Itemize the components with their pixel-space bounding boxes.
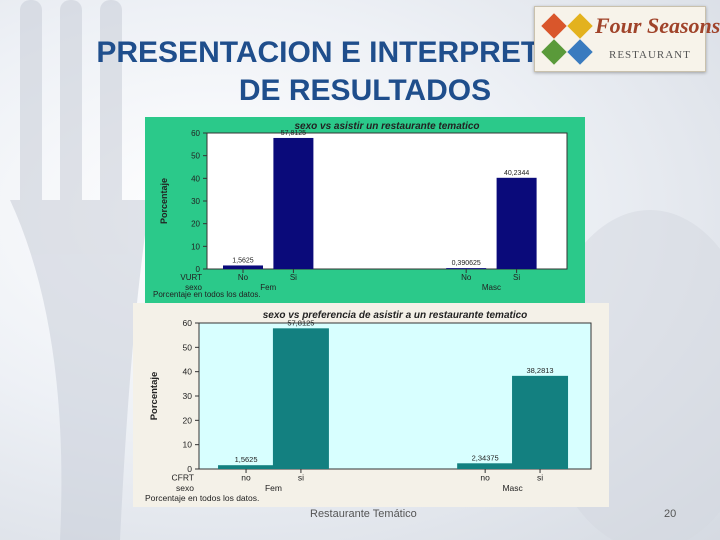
chart-footnote: Porcentaje en todos los datos. <box>145 493 259 503</box>
y-tick-label: 50 <box>183 342 193 352</box>
y-axis-label: Porcentaje <box>149 372 160 421</box>
x-row-label-sexo: sexo <box>176 483 194 493</box>
y-axis-label: Porcentaje <box>159 178 169 224</box>
data-label: 1,5625 <box>232 257 254 264</box>
y-tick-label: 10 <box>183 440 193 450</box>
x-category-label: si <box>298 473 304 483</box>
data-label: 0,390625 <box>452 260 481 267</box>
bar <box>446 268 487 269</box>
bar <box>496 177 537 269</box>
y-tick-label: 40 <box>183 367 193 377</box>
chart-title: sexo vs preferencia de asistir a un rest… <box>263 310 528 321</box>
bar <box>218 465 275 469</box>
chart-asistir-restaurante: sexo vs asistir un restaurante tematico 0… <box>145 117 585 303</box>
data-label: 2,34375 <box>472 453 499 462</box>
bar <box>512 375 569 469</box>
x-category-label: No <box>238 273 249 282</box>
data-label: 57,8125 <box>287 318 314 327</box>
footer-text: Restaurante Temático <box>310 508 417 520</box>
chart-preferencia-restaurante: sexo vs preferencia de asistir a un rest… <box>133 303 609 507</box>
x-category-label: no <box>241 473 251 483</box>
x-category-label: Si <box>513 273 520 282</box>
logo-emblem-icon <box>541 13 593 65</box>
data-label: 38,2813 <box>526 366 553 375</box>
x-row-label-variable: CFRT <box>171 473 194 483</box>
y-tick-label: 30 <box>191 197 200 206</box>
x-group-label: Fem <box>265 483 282 493</box>
y-tick-label: 60 <box>191 129 200 138</box>
x-group-label: Fem <box>260 283 276 292</box>
data-label: 1,5625 <box>235 455 258 464</box>
y-tick-label: 50 <box>191 152 200 161</box>
y-tick-label: 20 <box>191 220 200 229</box>
x-row-label-sexo: sexo <box>185 283 202 292</box>
bar <box>223 265 263 269</box>
chart-footnote: Porcentaje en todos los datos. <box>153 290 261 299</box>
page-number: 20 <box>664 508 677 520</box>
bar <box>273 137 314 269</box>
x-category-label: No <box>461 273 472 282</box>
x-group-label: Masc <box>502 483 523 493</box>
x-row-label-variable: VURT <box>180 273 202 282</box>
y-tick-label: 40 <box>191 174 200 183</box>
data-label: 57,8125 <box>281 130 306 137</box>
logo-text: Four Seasons <box>595 13 720 38</box>
bar <box>272 328 329 469</box>
y-tick-label: 0 <box>187 464 192 474</box>
y-tick-label: 10 <box>191 242 200 251</box>
y-tick-label: 30 <box>183 391 193 401</box>
x-category-label: Si <box>290 273 297 282</box>
y-tick-label: 0 <box>196 265 201 274</box>
logo-subtext: RESTAURANT <box>609 49 691 61</box>
restaurant-logo: Four Seasons RESTAURANT <box>534 6 720 72</box>
x-category-label: si <box>537 473 543 483</box>
data-label: 40,2344 <box>504 170 529 177</box>
bar <box>457 463 514 469</box>
chart-title: sexo vs asistir un restaurante tematico <box>294 121 479 132</box>
title-line-2: DE RESULTADOS <box>238 74 492 107</box>
y-tick-label: 20 <box>183 415 193 425</box>
x-category-label: no <box>480 473 490 483</box>
x-group-label: Masc <box>482 283 501 292</box>
y-tick-label: 60 <box>183 318 193 328</box>
